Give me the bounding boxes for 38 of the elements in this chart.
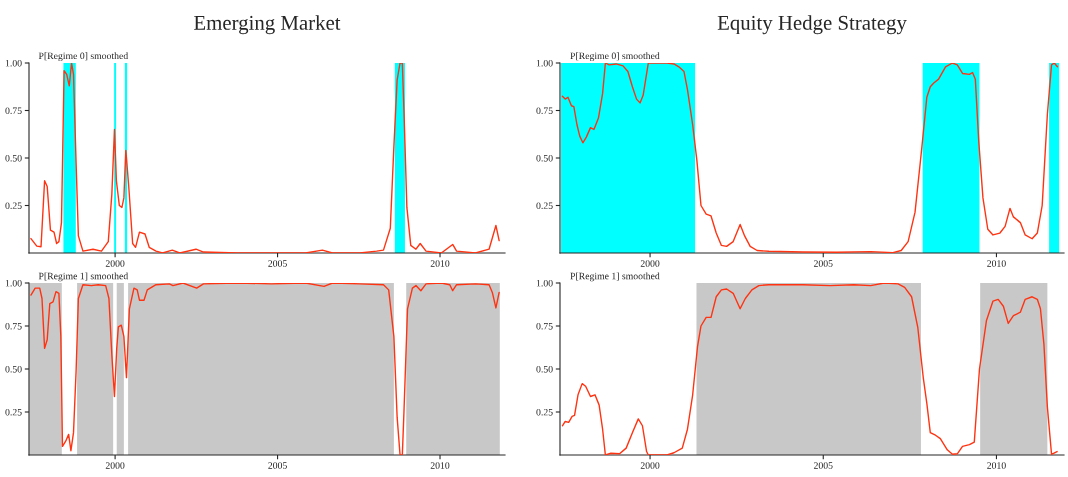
chart-title: Equity Hedge Strategy — [717, 15, 907, 35]
x-tick-label: 2010 — [430, 462, 450, 469]
line-series — [561, 63, 1059, 253]
y-tick-label: 1.00 — [536, 279, 553, 287]
text: P[Regime 1] smoothed — [38, 272, 129, 282]
y-tick-label: 0.25 — [5, 408, 22, 416]
y-tick-label: 0.25 — [536, 202, 553, 210]
x-tick-label: 2010 — [987, 462, 1006, 469]
y-tick-label: 0.50 — [5, 365, 22, 373]
x-tick-label: 2000 — [105, 462, 125, 469]
x-tick-label: 2000 — [640, 462, 660, 469]
x-tick-label: 2005 — [813, 260, 833, 267]
x-tick-label: 2005 — [813, 462, 833, 469]
y-tick-label: 0.50 — [5, 154, 22, 162]
text: P[Regime 0] smoothed — [38, 52, 129, 62]
y-tick-label: 1.00 — [536, 59, 553, 67]
y-tick-label: 0.25 — [5, 202, 22, 210]
y-tick-label: 0.75 — [536, 322, 553, 330]
x-tick-label: 2010 — [430, 260, 450, 267]
y-tick-label: 1.00 — [5, 59, 22, 67]
line-series — [30, 63, 500, 253]
y-tick-label: 0.25 — [536, 408, 553, 416]
chart-title: Emerging Market — [194, 15, 341, 35]
text: P[Regime 1] smoothed — [570, 272, 660, 282]
x-tick-label: 2005 — [268, 462, 287, 469]
line-series — [561, 283, 1058, 455]
x-tick-label: 2005 — [268, 260, 287, 267]
y-tick-label: 0.75 — [5, 107, 22, 115]
y-tick-label: 1.00 — [5, 279, 22, 287]
line-series — [30, 283, 500, 455]
x-tick-label: 2010 — [987, 260, 1006, 267]
text: P[Regime 0] smoothed — [570, 52, 660, 62]
x-tick-label: 2000 — [640, 260, 660, 267]
x-tick-label: 2000 — [105, 260, 125, 267]
y-tick-label: 0.50 — [536, 154, 553, 162]
y-tick-label: 0.75 — [5, 322, 22, 330]
y-tick-label: 0.75 — [536, 107, 553, 115]
y-tick-label: 0.50 — [536, 365, 553, 373]
